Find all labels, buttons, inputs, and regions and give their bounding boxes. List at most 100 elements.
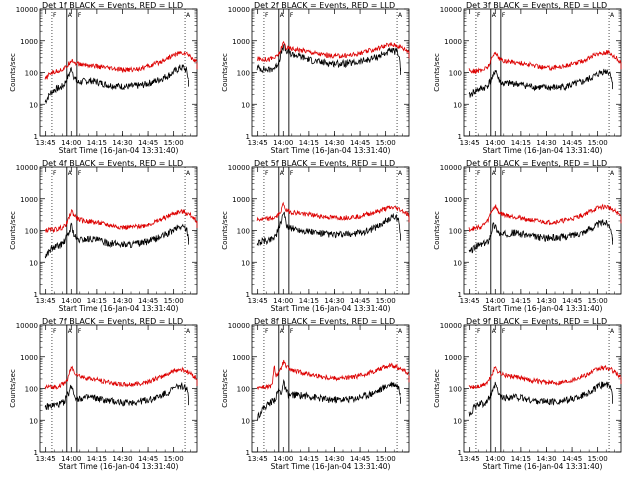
x-tick-label: 14:30 xyxy=(112,455,132,463)
x-tick-label: 14:00 xyxy=(485,297,505,305)
marker-label: F xyxy=(290,328,294,335)
plot-frame xyxy=(251,324,410,453)
lld-series-line xyxy=(44,208,198,234)
y-tick-label: 10000 xyxy=(440,164,462,172)
x-tick-label: 15:00 xyxy=(164,297,184,305)
y-tick-label: 1000 xyxy=(232,196,250,204)
plot-frame xyxy=(251,166,410,295)
panel-title: Det 6f BLACK = Events, RED = LLD xyxy=(466,159,607,168)
marker-label: F xyxy=(53,328,57,335)
marker-label: F xyxy=(477,12,481,19)
y-tick-label: 1000 xyxy=(444,354,462,362)
x-tick-label: 13:45 xyxy=(248,455,268,463)
lld-series-line xyxy=(44,365,197,390)
y-tick-label: 100 xyxy=(237,228,250,236)
y-axis-label: Counts/sec xyxy=(221,53,229,92)
marker-label: A xyxy=(280,328,285,335)
marker-label: F xyxy=(477,328,481,335)
x-tick-label: 13:45 xyxy=(248,139,268,147)
y-tick-label: 1 xyxy=(458,449,462,457)
marker-label: F xyxy=(265,328,269,335)
x-axis-label: Start Time (16-Jan-04 13:31:40) xyxy=(271,462,391,471)
y-tick-label: 1 xyxy=(34,449,38,457)
x-tick-label: 14:15 xyxy=(87,297,107,305)
y-tick-label: 10 xyxy=(29,417,38,425)
y-tick-label: 1 xyxy=(246,133,250,141)
marker-label: A xyxy=(280,170,285,177)
x-tick-label: 14:30 xyxy=(112,139,132,147)
y-tick-label: 10000 xyxy=(16,322,38,330)
lld-series-line xyxy=(256,201,410,222)
panel-det-5f: Det 5f BLACK = Events, RED = LLD 1 10 100 10… xyxy=(221,159,410,313)
x-axis-label: Start Time (16-Jan-04 13:31:40) xyxy=(59,146,179,155)
y-axis-label: Counts/sec xyxy=(433,211,441,250)
x-tick-label: 14:00 xyxy=(61,455,81,463)
y-axis-label: Counts/sec xyxy=(221,211,229,250)
y-tick-label: 100 xyxy=(25,386,38,394)
x-tick-label: 14:15 xyxy=(87,139,107,147)
y-tick-label: 1 xyxy=(458,291,462,299)
events-series-line xyxy=(468,381,613,418)
y-tick-label: 1 xyxy=(246,449,250,457)
panel-title: Det 7f BLACK = Events, RED = LLD xyxy=(42,317,183,326)
panel-title: Det 8f BLACK = Events, RED = LLD xyxy=(254,317,395,326)
lld-series-line xyxy=(257,40,410,63)
x-tick-label: 14:30 xyxy=(324,297,344,305)
x-tick-label: 14:45 xyxy=(350,139,370,147)
x-tick-label: 14:45 xyxy=(562,139,582,147)
marker-label: A xyxy=(186,328,191,335)
x-axis-label: Start Time (16-Jan-04 13:31:40) xyxy=(59,304,179,313)
plot-frame xyxy=(463,8,622,137)
y-tick-label: 1 xyxy=(246,291,250,299)
y-tick-label: 10000 xyxy=(228,164,250,172)
x-tick-label: 14:15 xyxy=(511,139,531,147)
y-tick-label: 1 xyxy=(34,133,38,141)
panel-det-2f: Det 2f BLACK = Events, RED = LLD 1 10 100 10… xyxy=(221,1,410,155)
marker-label: A xyxy=(398,12,403,19)
marker-label: F xyxy=(78,12,82,19)
lld-series-line xyxy=(468,203,622,232)
panel-title: Det 1f BLACK = Events, RED = LLD xyxy=(42,1,183,10)
marker-label: A xyxy=(68,328,73,335)
y-tick-label: 1000 xyxy=(20,38,38,46)
y-axis-label: Counts/sec xyxy=(433,53,441,92)
x-tick-label: 13:45 xyxy=(460,297,480,305)
marker-label: A xyxy=(610,170,615,177)
marker-label: A xyxy=(68,170,73,177)
marker-label: A xyxy=(492,328,497,335)
lld-series-line xyxy=(256,359,409,391)
marker-label: F xyxy=(290,170,294,177)
x-tick-label: 14:00 xyxy=(273,139,293,147)
x-tick-label: 14:45 xyxy=(562,455,582,463)
events-series-line xyxy=(44,222,189,259)
x-tick-label: 14:15 xyxy=(299,139,319,147)
x-tick-label: 14:15 xyxy=(87,455,107,463)
panel-det-7f: Det 7f BLACK = Events, RED = LLD 1 10 100 10… xyxy=(9,317,198,471)
x-tick-label: 14:00 xyxy=(61,139,81,147)
x-tick-label: 14:45 xyxy=(138,455,158,463)
marker-label: A xyxy=(280,12,285,19)
y-tick-label: 10000 xyxy=(440,6,462,14)
marker-label: A xyxy=(492,170,497,177)
x-tick-label: 15:00 xyxy=(164,139,184,147)
panel-det-4f: Det 4f BLACK = Events, RED = LLD 1 10 100 10… xyxy=(9,159,198,313)
y-tick-label: 1 xyxy=(458,133,462,141)
marker-label: F xyxy=(53,12,57,19)
y-tick-label: 10000 xyxy=(16,6,38,14)
x-tick-label: 14:30 xyxy=(324,455,344,463)
y-tick-label: 1000 xyxy=(232,354,250,362)
x-tick-label: 13:45 xyxy=(36,139,56,147)
panel-title: Det 5f BLACK = Events, RED = LLD xyxy=(254,159,395,168)
y-tick-label: 10000 xyxy=(228,322,250,330)
marker-label: A xyxy=(398,328,403,335)
marker-label: F xyxy=(502,328,506,335)
y-tick-label: 10000 xyxy=(228,6,250,14)
x-tick-label: 14:15 xyxy=(511,297,531,305)
y-axis-label: Counts/sec xyxy=(221,369,229,408)
x-tick-label: 14:45 xyxy=(350,455,370,463)
x-tick-label: 14:15 xyxy=(299,455,319,463)
x-tick-label: 14:00 xyxy=(273,455,293,463)
y-axis-label: Counts/sec xyxy=(9,211,17,250)
y-tick-label: 10 xyxy=(453,101,462,109)
x-tick-label: 15:00 xyxy=(164,455,184,463)
